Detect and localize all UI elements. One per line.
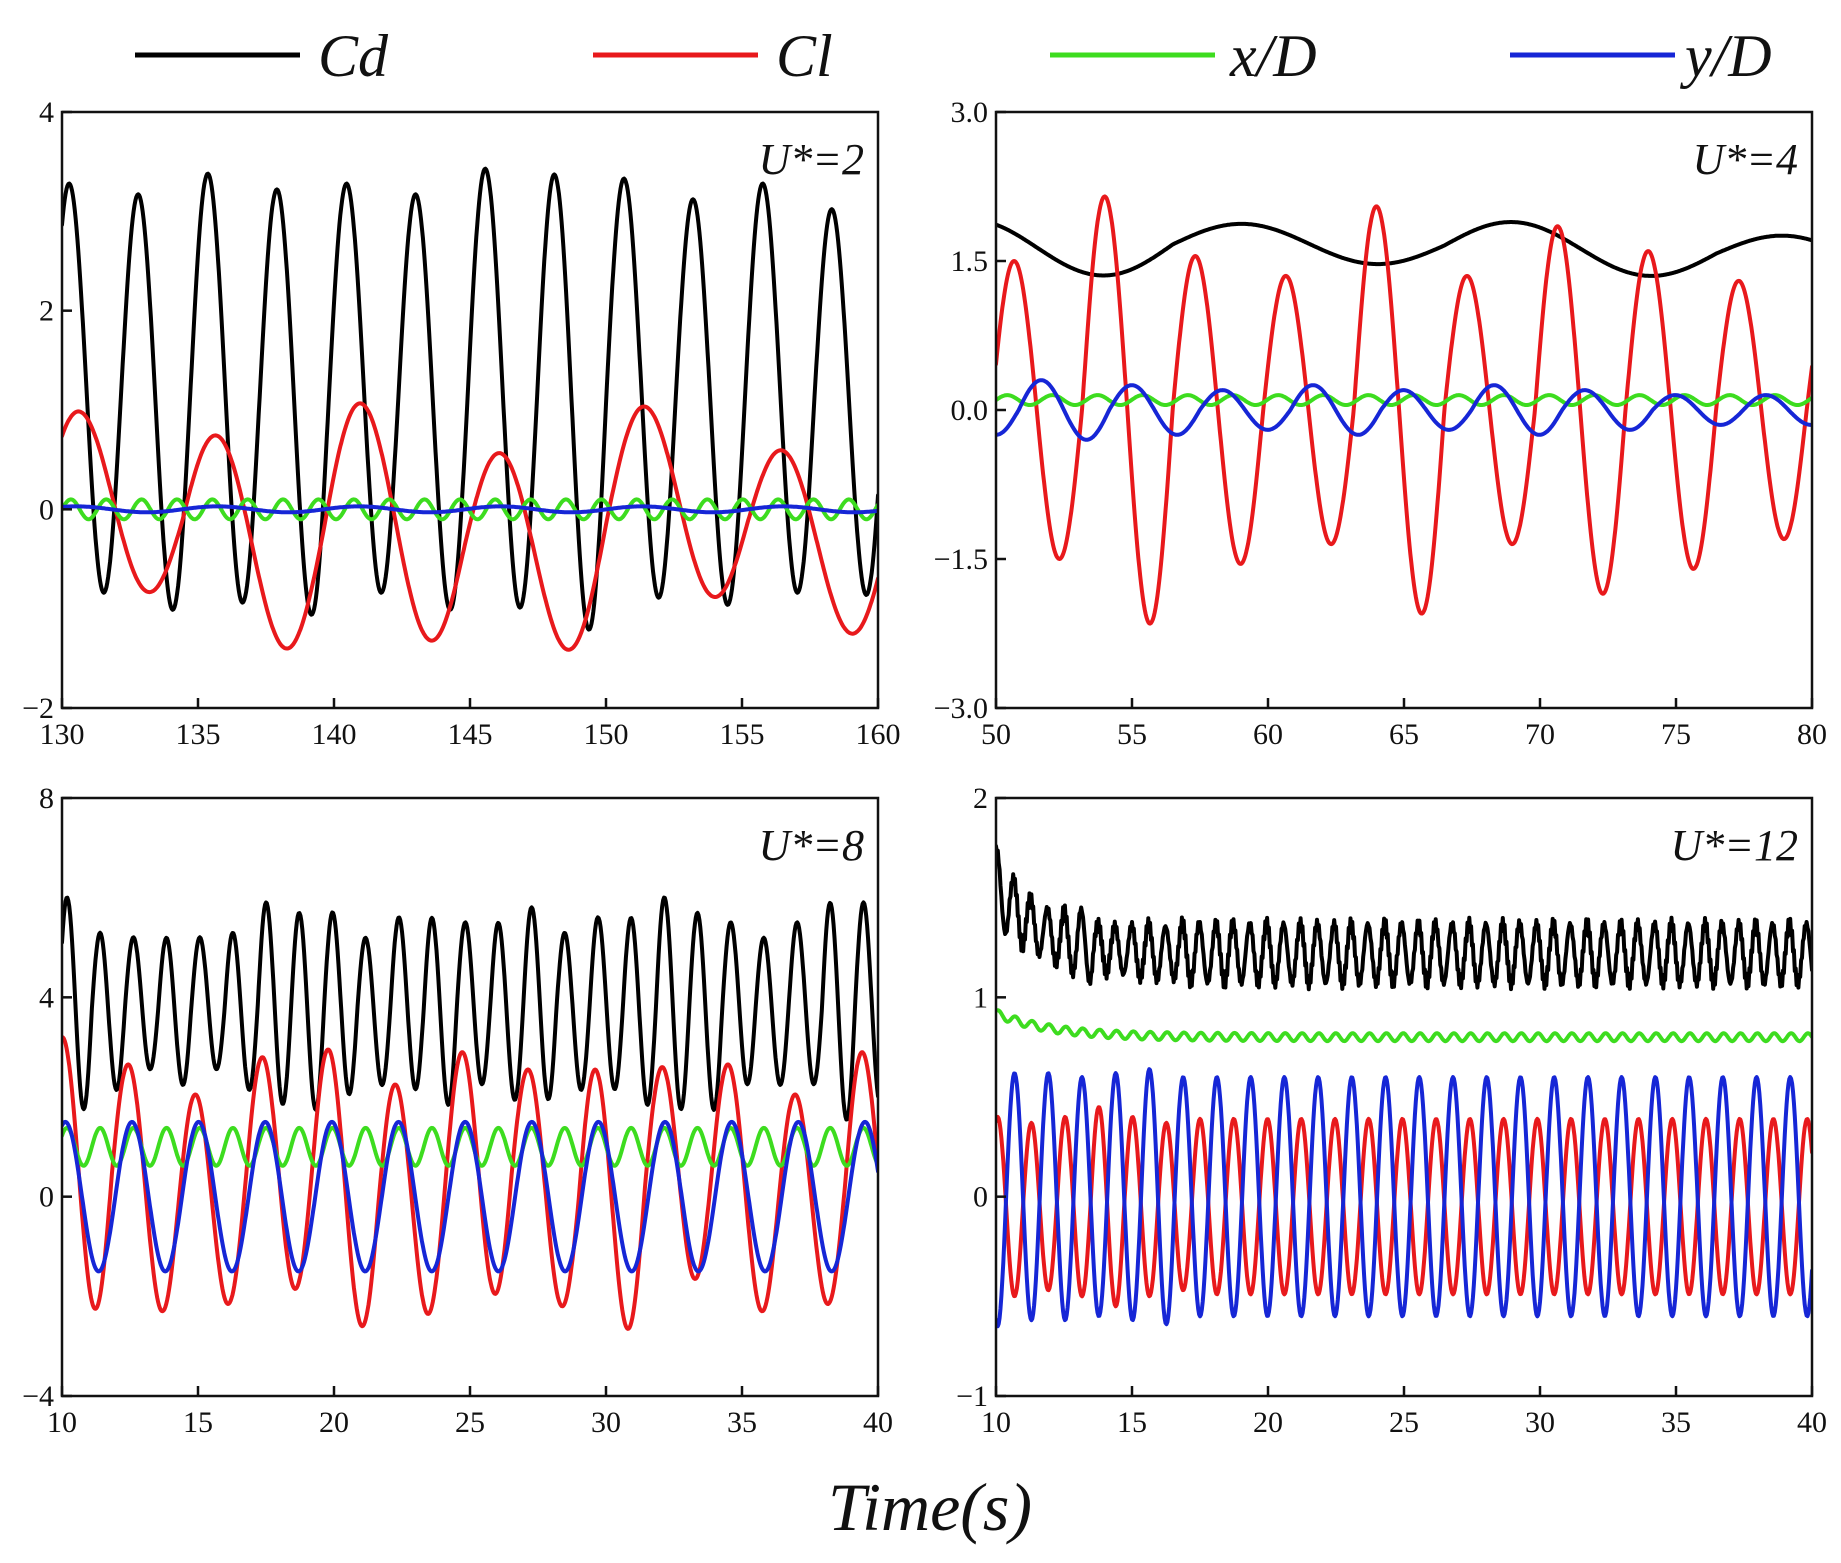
legend-entry-xd: x/D bbox=[1050, 23, 1317, 89]
panel-annotation: U*=8 bbox=[759, 821, 864, 870]
series-line-xd bbox=[996, 393, 1812, 407]
panel-2: 50 55 60 65 70 75 80 −3.0 −1.5 0.0 1.5 3.0 U*=4 bbox=[934, 96, 1827, 751]
legend-label-xd: x/D bbox=[1229, 23, 1317, 89]
plot-frame bbox=[60, 110, 880, 710]
y-tick-label: 0.0 bbox=[951, 394, 989, 427]
series-line-xd bbox=[62, 497, 878, 522]
x-axis-label: Time(s) bbox=[828, 1469, 1032, 1545]
plot-area bbox=[62, 895, 878, 1331]
x-tick-label: 15 bbox=[183, 1406, 213, 1439]
x-tick-label: 40 bbox=[863, 1406, 893, 1439]
series-line-cl bbox=[62, 401, 878, 652]
plot-area bbox=[996, 844, 1812, 1329]
x-tick-label: 75 bbox=[1661, 718, 1691, 751]
x-tick-label: 130 bbox=[40, 718, 85, 751]
series-line-yd bbox=[996, 1067, 1812, 1329]
legend-label-yd: y/D bbox=[1679, 23, 1772, 89]
x-tick-label: 50 bbox=[981, 718, 1011, 751]
panel-annotation: U*=12 bbox=[1671, 821, 1798, 870]
y-tick-label: −1 bbox=[956, 1380, 988, 1413]
y-tick-label: 1.5 bbox=[951, 245, 989, 278]
y-tick-label: 1 bbox=[973, 981, 988, 1014]
panel-annotation: U*=2 bbox=[759, 135, 864, 184]
panel-1: 130 135 140 145 150 155 160 −2 0 2 4 U*=2 bbox=[22, 96, 900, 751]
y-tick-label: −3.0 bbox=[934, 692, 988, 725]
x-tick-label: 35 bbox=[1661, 1406, 1691, 1439]
y-tick-label: 0 bbox=[973, 1181, 988, 1214]
y-tick-label: 0 bbox=[39, 493, 54, 526]
y-tick-label: 3.0 bbox=[951, 96, 989, 129]
series-line-cd bbox=[62, 895, 878, 1122]
y-tick-label: 2 bbox=[39, 295, 54, 328]
x-tick-label: 10 bbox=[47, 1406, 77, 1439]
panel-4: 10 15 20 25 30 35 40 −1 0 1 2 U*=12 bbox=[956, 782, 1827, 1439]
series-line-xd bbox=[996, 1008, 1812, 1044]
y-tick-label: 8 bbox=[39, 782, 54, 815]
legend-label-cl: Cl bbox=[776, 23, 833, 89]
y-tick-label: −1.5 bbox=[934, 543, 988, 576]
series-line-cd bbox=[996, 220, 1812, 278]
y-tick-label: 4 bbox=[39, 96, 54, 129]
x-tick-label: 20 bbox=[319, 1406, 349, 1439]
x-tick-label: 160 bbox=[856, 718, 901, 751]
x-tick-label: 60 bbox=[1253, 718, 1283, 751]
x-tick-label: 15 bbox=[1117, 1406, 1147, 1439]
x-tick-label: 30 bbox=[1525, 1406, 1555, 1439]
x-tick-label: 30 bbox=[591, 1406, 621, 1439]
y-tick-label: −4 bbox=[22, 1380, 54, 1413]
legend-entry-yd: y/D bbox=[1510, 23, 1772, 89]
series-line-yd bbox=[996, 378, 1812, 442]
legend-label-cd: Cd bbox=[318, 23, 389, 89]
legend: Cd Cl x/D y/D bbox=[135, 23, 1772, 89]
x-tick-label: 20 bbox=[1253, 1406, 1283, 1439]
x-tick-label: 70 bbox=[1525, 718, 1555, 751]
x-tick-label: 80 bbox=[1797, 718, 1827, 751]
series-line-cd bbox=[62, 166, 878, 632]
panel-3: 10 15 20 25 30 35 40 −4 0 4 8 U*=8 bbox=[22, 782, 893, 1439]
series-line-cl bbox=[996, 194, 1812, 626]
series-line-yd bbox=[62, 504, 878, 515]
series-line-cl bbox=[996, 1105, 1812, 1309]
y-tick-label: 0 bbox=[39, 1181, 54, 1214]
x-tick-label: 155 bbox=[720, 718, 765, 751]
panel-annotation: U*=4 bbox=[1693, 135, 1798, 184]
y-tick-label: 4 bbox=[39, 981, 54, 1014]
plot-frame bbox=[994, 110, 1814, 710]
series-line-cd bbox=[996, 844, 1812, 992]
series-line-yd bbox=[62, 1119, 878, 1274]
x-tick-label: 140 bbox=[312, 718, 357, 751]
x-tick-label: 135 bbox=[176, 718, 221, 751]
x-tick-label: 150 bbox=[584, 718, 629, 751]
y-tick-label: −2 bbox=[22, 692, 54, 725]
x-tick-label: 65 bbox=[1389, 718, 1419, 751]
x-tick-label: 40 bbox=[1797, 1406, 1827, 1439]
x-tick-label: 55 bbox=[1117, 718, 1147, 751]
plot-area bbox=[996, 194, 1812, 626]
x-tick-label: 25 bbox=[1389, 1406, 1419, 1439]
plot-area bbox=[62, 166, 878, 652]
y-tick-label: 2 bbox=[973, 782, 988, 815]
x-tick-label: 10 bbox=[981, 1406, 1011, 1439]
legend-entry-cd: Cd bbox=[135, 23, 389, 89]
legend-entry-cl: Cl bbox=[593, 23, 833, 89]
x-tick-label: 145 bbox=[448, 718, 493, 751]
x-tick-label: 25 bbox=[455, 1406, 485, 1439]
x-tick-label: 35 bbox=[727, 1406, 757, 1439]
